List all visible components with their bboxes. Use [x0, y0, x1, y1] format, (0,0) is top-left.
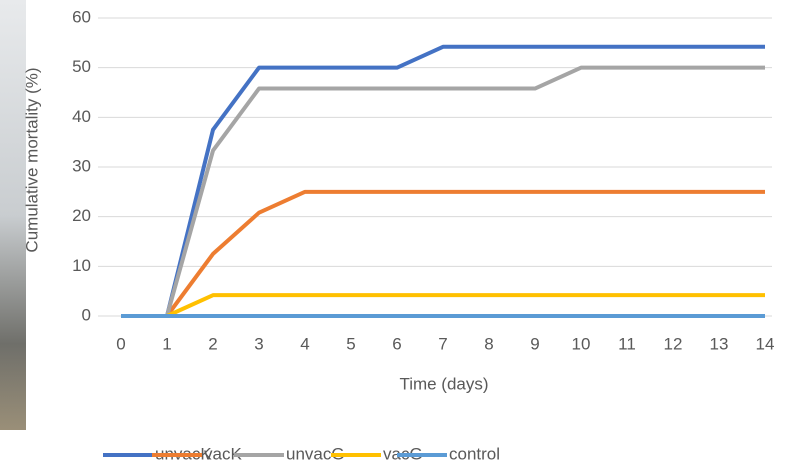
chart: Cumulative mortality (%) Time (days) 010… [0, 0, 796, 466]
y-tick-label: 0 [82, 305, 91, 324]
x-tick-label: 11 [618, 334, 636, 353]
y-tick-label: 60 [72, 7, 91, 26]
x-tick-label: 0 [116, 334, 125, 353]
series-line [121, 192, 765, 316]
legend-label: control [449, 444, 500, 463]
x-tick-label: 14 [756, 334, 775, 353]
y-tick-label: 10 [72, 256, 91, 275]
y-tick-label: 50 [72, 57, 91, 76]
x-tick-label: 9 [530, 334, 539, 353]
series-line [121, 295, 765, 316]
x-tick-label: 13 [710, 334, 729, 353]
x-tick-label: 5 [346, 334, 355, 353]
x-tick-label: 2 [208, 334, 217, 353]
x-tick-label: 4 [300, 334, 309, 353]
y-tick-label: 30 [72, 156, 91, 175]
y-axis-label: Cumulative mortality (%) [22, 67, 41, 252]
x-tick-label: 1 [162, 334, 171, 353]
x-tick-label: 8 [484, 334, 493, 353]
y-tick-label: 40 [72, 107, 91, 126]
x-tick-label: 3 [254, 334, 263, 353]
x-tick-label: 6 [392, 334, 401, 353]
x-tick-label: 7 [438, 334, 447, 353]
y-tick-label: 20 [72, 206, 91, 225]
x-tick-label: 10 [572, 334, 591, 353]
x-axis-label: Time (days) [399, 374, 488, 393]
x-tick-label: 12 [664, 334, 683, 353]
